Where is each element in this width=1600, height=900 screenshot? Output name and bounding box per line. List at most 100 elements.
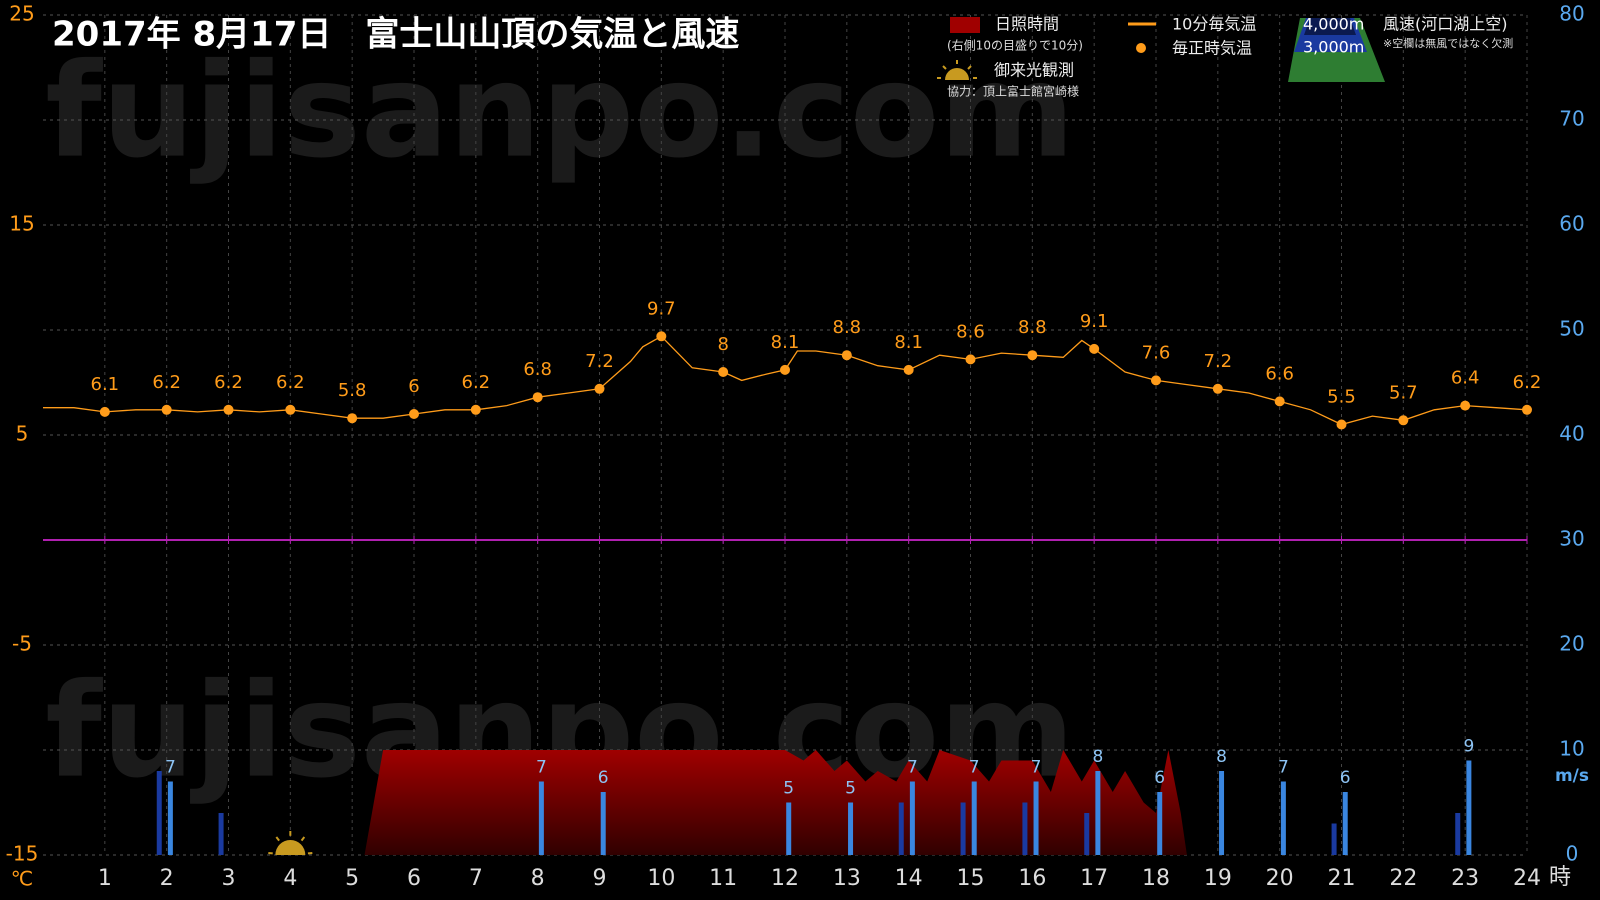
wind-bar <box>167 781 173 855</box>
wind-bar <box>1280 781 1286 855</box>
data-label: 6 <box>598 768 609 788</box>
data-label: 7 <box>536 758 547 778</box>
data-label: 8.1 <box>771 332 800 353</box>
data-label: 8 <box>1216 747 1227 767</box>
legend-sun-icon <box>937 60 977 80</box>
data-label: 8.8 <box>1018 317 1047 338</box>
x-tick-label: 20 <box>1266 866 1294 891</box>
wind-bar <box>1095 771 1101 855</box>
data-label: 6 <box>1154 768 1165 788</box>
temp-point <box>1151 375 1161 386</box>
y2-tick-label: 70 <box>1559 107 1584 131</box>
y2-unit: m/s <box>1555 766 1589 786</box>
wind-bar <box>786 802 792 855</box>
wind-bar <box>1331 823 1337 855</box>
temp-point <box>347 413 358 424</box>
legend-mountain <box>1288 18 1385 82</box>
data-label: 6.8 <box>523 359 552 380</box>
wind-bar <box>1455 813 1461 855</box>
y2-tick-label: 50 <box>1559 317 1584 341</box>
legend-label: 毎正時気温 <box>1172 39 1252 58</box>
data-label: 6.1 <box>91 374 120 395</box>
wind-bar <box>1466 760 1472 855</box>
x-tick-label: 7 <box>469 866 483 891</box>
temp-point <box>1522 404 1532 415</box>
data-label: 6.2 <box>276 372 305 393</box>
data-label: 7 <box>969 758 980 778</box>
x-tick-label: 17 <box>1080 866 1108 891</box>
credit: 協力：頂上富士館宮崎様 <box>947 84 1079 99</box>
wind-bar <box>1022 802 1028 855</box>
temp-point <box>1212 383 1223 394</box>
data-label: 6.6 <box>1265 363 1294 384</box>
y-tick-label: -15 <box>6 842 39 866</box>
legend-label: 御来光観測 <box>994 61 1074 80</box>
data-label: 8.1 <box>894 332 923 353</box>
x-tick-label: 16 <box>1018 866 1046 891</box>
legend-label: 3,000m <box>1303 38 1364 57</box>
data-label: 8 <box>1092 747 1103 767</box>
y2-tick-label: 60 <box>1559 212 1584 236</box>
data-label: 7 <box>907 758 918 778</box>
data-label: 6.2 <box>462 372 491 393</box>
y2-tick-label: 30 <box>1559 527 1584 551</box>
temp-point <box>1398 415 1409 426</box>
y-tick-label: 5 <box>16 422 29 446</box>
legend-label: 日照時間 <box>995 15 1059 34</box>
x-tick-label: 4 <box>283 866 297 891</box>
wind-bar <box>218 813 224 855</box>
temp-point <box>409 409 419 419</box>
y2-tick-label: 20 <box>1559 632 1584 656</box>
temp-point <box>161 404 172 415</box>
wind-bar <box>909 781 915 855</box>
temp-point <box>1027 350 1038 361</box>
temp-point <box>470 404 481 415</box>
data-label: 7.2 <box>1204 351 1233 372</box>
data-label: 9 <box>1463 737 1474 757</box>
x-tick-label: 14 <box>895 866 923 891</box>
data-label: 7.2 <box>585 351 614 372</box>
legend-label: 10分毎気温 <box>1172 15 1256 34</box>
data-label: 6.2 <box>1513 372 1542 393</box>
temp-point <box>903 364 914 375</box>
y2-tick-label: 10 <box>1559 737 1584 761</box>
x-tick-label: 2 <box>160 866 174 891</box>
wind-bar <box>538 781 544 855</box>
temp-point <box>965 354 976 365</box>
data-label: 9.7 <box>647 298 676 319</box>
data-label: 6 <box>408 376 419 397</box>
x-tick-label: 21 <box>1328 866 1356 891</box>
x-tick-label: 6 <box>407 866 421 891</box>
x-tick-label: 11 <box>709 866 737 891</box>
chart-title: 2017年 8月17日 富士山山頂の気温と風速 <box>52 15 739 55</box>
legend-swatch <box>1136 43 1146 53</box>
wind-bar <box>156 771 162 855</box>
data-label: 8.6 <box>956 321 985 342</box>
wind-bar <box>1219 771 1225 855</box>
y-tick-label: 15 <box>9 212 34 236</box>
data-label: 5 <box>845 779 856 799</box>
x-unit: 時 <box>1549 865 1571 890</box>
x-tick-label: 24 <box>1513 866 1541 891</box>
data-label: 5.5 <box>1327 387 1356 408</box>
sunshine-area <box>364 750 1187 855</box>
temp-point <box>1274 396 1285 407</box>
data-label: 8.8 <box>833 317 862 338</box>
sunrise-ray <box>275 836 280 842</box>
data-label: 6.2 <box>214 372 243 393</box>
x-tick-label: 3 <box>222 866 236 891</box>
x-tick-label: 23 <box>1451 866 1479 891</box>
x-tick-label: 22 <box>1389 866 1417 891</box>
x-tick-label: 9 <box>593 866 607 891</box>
wind-bar <box>898 802 904 855</box>
data-label: 5.7 <box>1389 382 1418 403</box>
sunrise-icon <box>275 840 306 855</box>
data-label: 8 <box>717 334 728 355</box>
temp-point <box>780 364 790 375</box>
data-label: 7.6 <box>1142 342 1171 363</box>
x-tick-label: 13 <box>833 866 861 891</box>
sunrise-ray <box>300 836 306 842</box>
